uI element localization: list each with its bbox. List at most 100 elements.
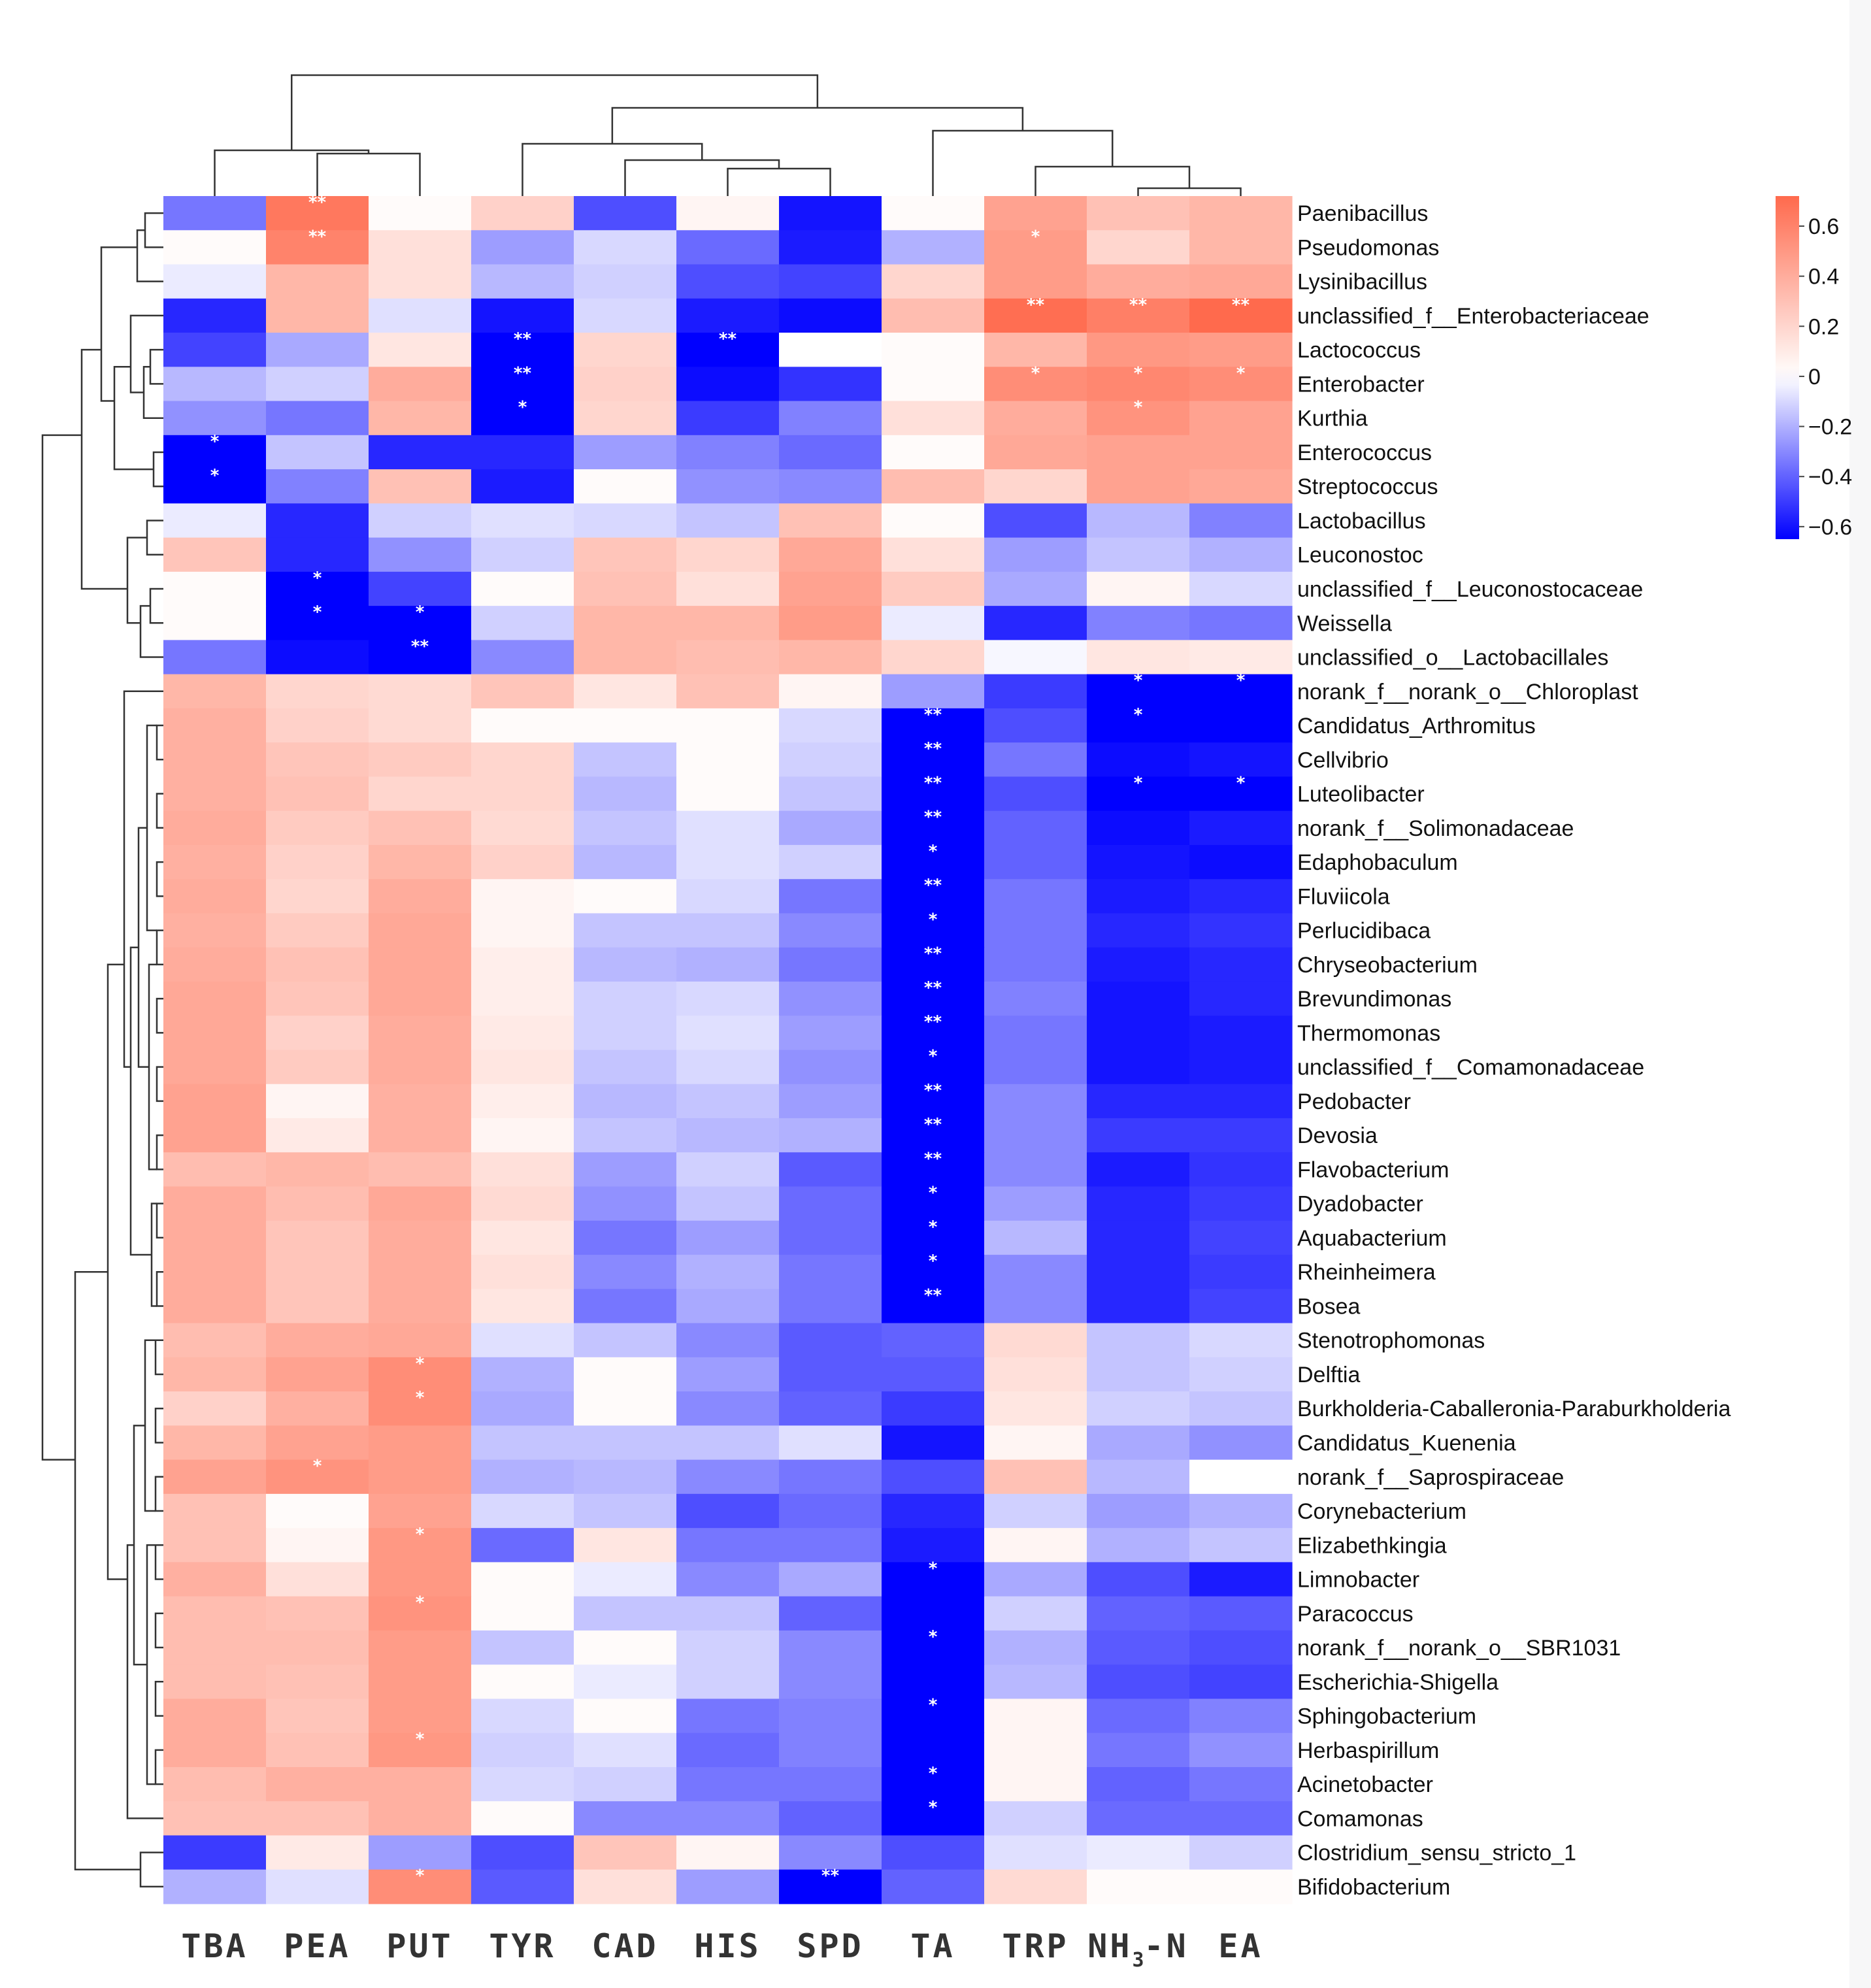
heatmap-cell bbox=[163, 1425, 267, 1461]
heatmap-cell bbox=[1189, 844, 1293, 880]
heatmap-cell bbox=[574, 1118, 677, 1153]
heatmap-cell bbox=[1087, 1016, 1190, 1051]
heatmap-cell bbox=[676, 401, 780, 436]
heatmap-cell bbox=[1087, 1220, 1190, 1255]
heatmap-cell bbox=[369, 1562, 472, 1597]
heatmap-cell bbox=[369, 264, 472, 299]
significance-mark: ** bbox=[924, 978, 942, 998]
row-label: Paracoccus bbox=[1297, 1602, 1414, 1627]
significance-mark: * bbox=[1134, 671, 1143, 691]
heatmap-cell bbox=[1189, 1186, 1293, 1221]
heatmap-cell bbox=[1087, 674, 1190, 709]
heatmap-cell bbox=[676, 367, 780, 402]
heatmap-cell bbox=[574, 469, 677, 504]
color-scale-bar bbox=[1776, 196, 1799, 539]
heatmap-cell bbox=[984, 1152, 1087, 1187]
heatmap-cell bbox=[266, 264, 369, 299]
color-scale-tick-label: −0.2 bbox=[1808, 415, 1852, 440]
heatmap-cell bbox=[676, 1152, 780, 1187]
heatmap-cell bbox=[369, 708, 472, 743]
row-label: Kurthia bbox=[1297, 406, 1368, 431]
heatmap-cell bbox=[471, 810, 574, 846]
heatmap-cell bbox=[882, 674, 985, 709]
heatmap-cell bbox=[163, 1869, 267, 1904]
row-label: Bifidobacterium bbox=[1297, 1875, 1450, 1900]
heatmap-cell bbox=[1087, 503, 1190, 538]
color-scale-tick-label: −0.6 bbox=[1808, 515, 1852, 540]
significance-mark: ** bbox=[924, 739, 942, 759]
heatmap-cell bbox=[984, 1357, 1087, 1392]
heatmap-cell bbox=[163, 1596, 267, 1631]
heatmap-cell bbox=[676, 1562, 780, 1597]
column-label: PEA bbox=[284, 1927, 350, 1965]
heatmap-cell bbox=[676, 1630, 780, 1665]
heatmap-cell bbox=[266, 1869, 369, 1904]
heatmap-cell bbox=[574, 435, 677, 470]
heatmap-cell bbox=[471, 1630, 574, 1665]
heatmap-cell bbox=[882, 1050, 985, 1085]
significance-mark: * bbox=[416, 1593, 425, 1613]
heatmap-cell bbox=[984, 1050, 1087, 1085]
heatmap-cell bbox=[779, 1220, 882, 1255]
heatmap-cell bbox=[882, 401, 985, 436]
heatmap-cell bbox=[266, 196, 369, 231]
heatmap-cell bbox=[266, 1289, 369, 1324]
heatmap-cell bbox=[779, 981, 882, 1016]
heatmap-cell bbox=[163, 435, 267, 470]
heatmap-cell bbox=[369, 469, 472, 504]
heatmap-cell bbox=[369, 1459, 472, 1495]
heatmap-cell bbox=[984, 913, 1087, 948]
heatmap-cell bbox=[471, 1050, 574, 1085]
heatmap-cell bbox=[779, 776, 882, 812]
row-label: Limnobacter bbox=[1297, 1568, 1419, 1593]
heatmap-cell bbox=[779, 230, 882, 265]
heatmap-cell bbox=[984, 503, 1087, 538]
heatmap-cell bbox=[676, 1493, 780, 1529]
row-label: Pseudomonas bbox=[1297, 235, 1439, 260]
heatmap-cell bbox=[676, 1255, 780, 1289]
heatmap-cell bbox=[471, 469, 574, 504]
heatmap-cell bbox=[1189, 1118, 1293, 1153]
row-label: Flavobacterium bbox=[1297, 1157, 1449, 1182]
heatmap-cell bbox=[779, 742, 882, 778]
row-dendrogram-link bbox=[156, 1134, 163, 1170]
heatmap-cell bbox=[1087, 1562, 1190, 1597]
heatmap-cell bbox=[984, 196, 1087, 231]
heatmap-cell bbox=[779, 674, 882, 709]
row-label: Bosea bbox=[1297, 1294, 1360, 1319]
heatmap-cell bbox=[163, 1289, 267, 1324]
heatmap-cell bbox=[574, 1323, 677, 1358]
heatmap-cell bbox=[266, 1084, 369, 1119]
heatmap-cell bbox=[574, 844, 677, 880]
heatmap-cell bbox=[266, 1016, 369, 1051]
heatmap-cell bbox=[779, 1391, 882, 1426]
heatmap-cell bbox=[471, 401, 574, 436]
heatmap-cell bbox=[574, 1493, 677, 1529]
heatmap-cell bbox=[984, 1835, 1087, 1870]
row-dendrogram-link bbox=[41, 434, 82, 1461]
heatmap-cell bbox=[369, 776, 472, 812]
heatmap-cell bbox=[1087, 1050, 1190, 1085]
heatmap-cell bbox=[163, 913, 267, 948]
heatmap-cell bbox=[369, 1596, 472, 1631]
heatmap-cell bbox=[1087, 1391, 1190, 1426]
heatmap-cell bbox=[1087, 1528, 1190, 1563]
row-dendrogram-link bbox=[123, 690, 163, 1068]
heatmap-cell bbox=[471, 1698, 574, 1734]
heatmap-cell bbox=[1189, 1016, 1293, 1051]
heatmap-cell bbox=[266, 503, 369, 538]
heatmap-cell bbox=[266, 708, 369, 743]
row-label: Elizabethkingia bbox=[1297, 1533, 1447, 1558]
heatmap-cell bbox=[266, 640, 369, 675]
heatmap-cell bbox=[676, 606, 780, 640]
heatmap-cell bbox=[984, 708, 1087, 743]
heatmap-cell bbox=[266, 1357, 369, 1392]
heatmap-cell bbox=[984, 844, 1087, 880]
heatmap-cell bbox=[163, 1562, 267, 1597]
heatmap-cell bbox=[779, 264, 882, 299]
heatmap-cell bbox=[984, 1869, 1087, 1904]
heatmap-cell bbox=[779, 1459, 882, 1495]
significance-mark: * bbox=[518, 398, 527, 418]
heatmap-cell bbox=[779, 435, 882, 470]
